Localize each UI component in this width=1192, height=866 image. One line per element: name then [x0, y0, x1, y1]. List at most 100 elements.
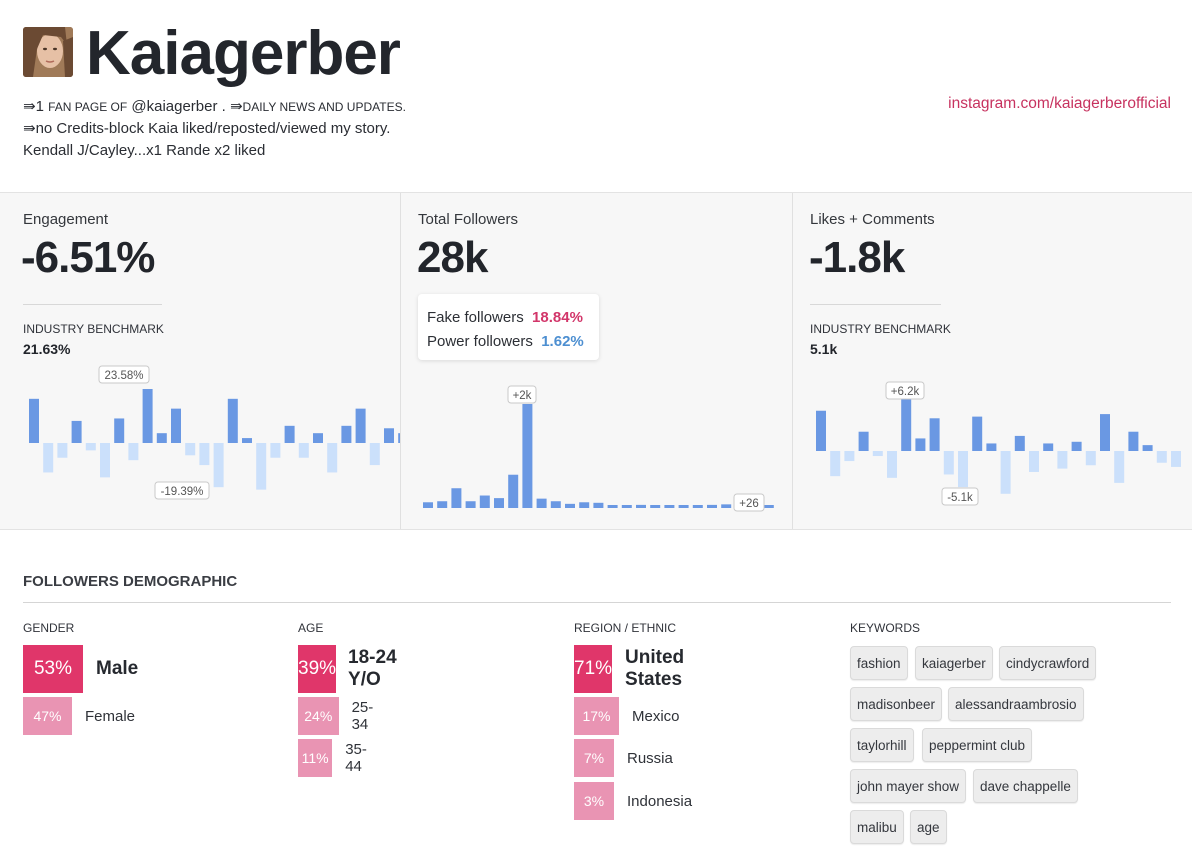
- region-column: REGION / ETHNIC 71% United States 17% Me…: [574, 621, 692, 820]
- chart-bar: [479, 495, 490, 508]
- region-2-pct: 17%: [574, 697, 619, 735]
- likes-max-label: +6.2k: [891, 386, 920, 398]
- region-4-name: Indonesia: [627, 792, 693, 810]
- likes-max-tag: +6.2k: [885, 381, 925, 400]
- avatar[interactable]: [23, 27, 73, 77]
- keyword-chip[interactable]: peppermint club: [922, 728, 1033, 762]
- engagement-benchmark-value: 21.63%: [23, 341, 71, 357]
- engagement-panel: Engagement -6.51% INDUSTRY BENCHMARK 21.…: [0, 193, 400, 529]
- chart-bar: [256, 443, 267, 490]
- chart-bar: [1156, 451, 1167, 463]
- chart-bar: [522, 404, 533, 508]
- chart-bar: [199, 443, 210, 466]
- keyword-chip[interactable]: fashion: [850, 646, 908, 680]
- followers-max-label: +2k: [513, 390, 532, 402]
- chart-bar: [1043, 443, 1054, 451]
- keyword-chip[interactable]: age: [910, 810, 947, 844]
- chart-bar: [858, 431, 869, 451]
- chart-bar: [270, 443, 281, 458]
- chart-bar: [816, 410, 826, 451]
- chart-bar: [1000, 451, 1011, 494]
- chart-bar: [128, 443, 139, 461]
- chart-bar: [636, 504, 646, 508]
- chart-bar: [1029, 451, 1039, 472]
- keyword-chip[interactable]: cindycrawford: [999, 646, 1097, 680]
- gender-row-female: 47% Female: [23, 697, 135, 735]
- chart-bar: [1014, 435, 1025, 451]
- divider: [810, 304, 941, 305]
- gender-female-name: Female: [85, 707, 136, 725]
- chart-bar: [901, 399, 912, 451]
- chart-bar: [550, 501, 561, 508]
- chart-bar: [494, 498, 504, 508]
- follower-quality-box: Fake followers 18.84% Power followers 1.…: [418, 294, 599, 360]
- chart-bar: [298, 443, 309, 458]
- keyword-chip[interactable]: john mayer show: [850, 769, 967, 803]
- followers-title: Total Followers: [418, 211, 519, 228]
- chart-bar: [593, 502, 604, 508]
- region-4-pct: 3%: [574, 782, 614, 820]
- region-3-name: Russia: [627, 749, 673, 767]
- chart-bar: [621, 505, 632, 508]
- age-3-pct: 11%: [298, 739, 333, 777]
- chart-bar: [284, 425, 295, 443]
- likes-comments-title: Likes + Comments: [810, 211, 935, 228]
- chart-bar: [185, 443, 196, 456]
- engagement-max-label: 23.58%: [104, 370, 143, 382]
- chart-bar: [1114, 451, 1125, 483]
- chart-bar: [114, 418, 125, 443]
- gender-column: GENDER 53% Male 47% Female: [23, 621, 138, 735]
- chart-bar: [986, 443, 997, 451]
- keyword-chip[interactable]: alessandraambrosio: [948, 687, 1084, 721]
- profile-bio: ⇛1 FAN PAGE OF @kaiagerber . ⇛DAILY NEWS…: [23, 96, 406, 162]
- age-2-pct: 24%: [298, 697, 339, 735]
- chart-bar: [721, 504, 732, 508]
- age-label: AGE: [298, 621, 324, 635]
- engagement-min-label: -19.39%: [161, 486, 204, 498]
- chart-bar: [341, 425, 352, 443]
- engagement-chart: 23.58% -19.39%: [29, 365, 400, 500]
- chart-bar: [313, 433, 323, 443]
- keywords-column: KEYWORDS: [850, 621, 920, 635]
- age-1-pct: 39%: [298, 645, 337, 693]
- chart-bar: [85, 443, 96, 451]
- followers-max-tag: +2k: [507, 385, 537, 404]
- age-column: AGE 39% 18-24 Y/O 24% 25-34 11% 35-44: [298, 621, 397, 777]
- chart-bar: [763, 505, 774, 508]
- fake-followers-label: Fake followers: [427, 309, 524, 326]
- chart-bar: [327, 443, 338, 473]
- gender-male-pct: 53%: [23, 645, 83, 693]
- gender-row-male: 53% Male: [23, 645, 138, 693]
- chart-bar: [423, 502, 433, 508]
- age-3-name: 35-44: [345, 741, 367, 775]
- chart-bar: [171, 408, 181, 443]
- chart-bar: [71, 420, 82, 443]
- likes-benchmark-label: INDUSTRY BENCHMARK: [810, 322, 951, 336]
- keyword-chip[interactable]: madisonbeer: [850, 687, 943, 721]
- keyword-chip[interactable]: malibu: [850, 810, 904, 844]
- chart-bar: [1142, 445, 1153, 451]
- age-row-1: 39% 18-24 Y/O: [298, 645, 403, 693]
- region-row-4: 3% Indonesia: [574, 782, 692, 820]
- keyword-chip[interactable]: kaiagerber: [915, 646, 993, 680]
- chart-bar: [142, 389, 153, 443]
- keyword-chip[interactable]: taylorhill: [850, 728, 914, 762]
- likes-benchmark-value: 5.1k: [810, 341, 838, 357]
- chart-bar: [872, 451, 883, 457]
- chart-bar: [100, 443, 110, 478]
- divider: [23, 304, 162, 305]
- chart-bar: [1071, 441, 1082, 451]
- age-row-3: 11% 35-44: [298, 739, 376, 777]
- chart-bar: [242, 438, 252, 443]
- chart-bar: [536, 498, 547, 508]
- region-2-name: Mexico: [632, 707, 680, 725]
- keyword-chip[interactable]: dave chappelle: [973, 769, 1078, 803]
- bio-line-3: Kendall J/Cayley...x1 Rande x2 liked: [23, 142, 266, 159]
- likes-comments-panel: Likes + Comments -1.8k INDUSTRY BENCHMAR…: [793, 193, 1192, 529]
- chart-bar: [451, 488, 462, 508]
- gender-label: GENDER: [23, 621, 75, 635]
- instagram-profile-link[interactable]: instagram.com/kaiagerberofficial: [948, 95, 1171, 112]
- engagement-title: Engagement: [23, 211, 109, 228]
- fake-followers-value: 18.84%: [532, 309, 583, 326]
- engagement-min-tag: -19.39%: [154, 481, 210, 500]
